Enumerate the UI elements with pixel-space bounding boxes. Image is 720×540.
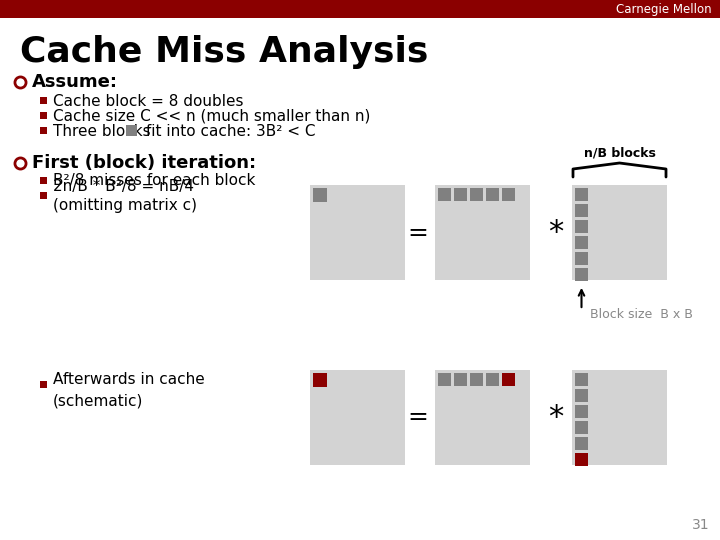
Bar [40,112,47,119]
Bar [40,127,47,134]
Bar [486,373,499,386]
Text: Three blocks: Three blocks [53,124,156,138]
Text: 2n/B * B²/8 = nB/4
(omitting matrix c): 2n/B * B²/8 = nB/4 (omitting matrix c) [53,179,197,213]
Bar [575,437,588,450]
Bar [486,188,499,201]
Bar [575,389,588,402]
Text: Afterwards in cache
(schematic): Afterwards in cache (schematic) [53,372,204,408]
Bar [313,188,327,202]
Bar [40,192,47,199]
Text: Carnegie Mellon: Carnegie Mellon [616,3,712,16]
Text: First (block) iteration:: First (block) iteration: [32,154,256,172]
Bar [502,188,515,201]
Bar [575,405,588,418]
Bar [126,125,137,136]
Bar [575,373,588,386]
Text: Assume:: Assume: [32,73,118,91]
Bar [572,185,667,280]
Bar [470,188,483,201]
Text: B²/8 misses for each block: B²/8 misses for each block [53,173,256,188]
Bar [438,188,451,201]
Bar [40,381,47,388]
Bar [575,204,588,217]
Bar [575,453,588,466]
Bar [575,268,588,281]
Text: Block size  B x B: Block size B x B [590,308,693,321]
Text: Cache size C << n (much smaller than n): Cache size C << n (much smaller than n) [53,109,370,124]
Text: 31: 31 [693,518,710,532]
Bar [0,0,720,18]
Text: *: * [549,403,564,432]
Bar [310,185,405,280]
Bar [435,370,530,465]
Bar [502,373,515,386]
Text: =: = [408,220,428,245]
Bar [572,370,667,465]
Bar [575,220,588,233]
Bar [310,370,405,465]
Bar [454,373,467,386]
Bar [40,97,47,104]
Bar [438,373,451,386]
Bar [575,252,588,265]
Bar [435,185,530,280]
Text: Cache block = 8 doubles: Cache block = 8 doubles [53,93,243,109]
Text: *: * [549,218,564,247]
Text: =: = [408,406,428,429]
Text: Cache Miss Analysis: Cache Miss Analysis [20,35,428,69]
Bar [575,188,588,201]
Bar [575,236,588,249]
Bar [454,188,467,201]
Bar [313,373,327,387]
Bar [575,421,588,434]
Text: n/B blocks: n/B blocks [584,147,655,160]
Bar [470,373,483,386]
Bar [40,177,47,184]
Text: fit into cache: 3B² < C: fit into cache: 3B² < C [141,124,315,138]
